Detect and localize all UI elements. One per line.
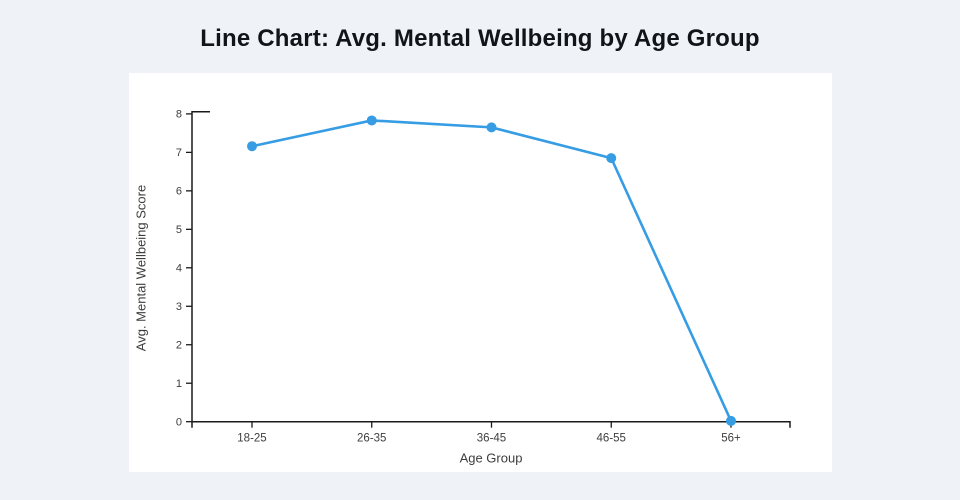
- y-tick-label: 2: [176, 340, 182, 352]
- x-axis-title: Age Group: [459, 450, 523, 466]
- y-tick-label: 6: [176, 186, 182, 198]
- line-chart: 0 1 2 3 4 5 6 7 8 18-25 26-35 36-45 46-55 56+: [176, 109, 791, 445]
- x-tick-label: 46-55: [597, 433, 626, 445]
- x-tick-label: 18-25: [237, 433, 266, 445]
- data-line: [250, 119, 733, 423]
- y-tick-label: 4: [176, 263, 182, 275]
- data-point: [606, 153, 617, 164]
- y-tick-label: 7: [176, 147, 182, 159]
- x-tick-label: 26-35: [357, 433, 386, 445]
- y-tick-label: 8: [176, 109, 182, 121]
- data-point: [366, 115, 377, 126]
- data-point: [726, 415, 736, 426]
- y-tick-label: 0: [176, 417, 182, 429]
- y-axis-line: [191, 110, 210, 422]
- data-point: [247, 141, 257, 152]
- x-tick-label: 56+: [721, 433, 741, 445]
- y-tick-label: 5: [176, 224, 182, 236]
- chart-panel: 0 1 2 3 4 5 6 7 8 18-25 26-35 36-45 46-55 56+ Avg. Me…: [129, 73, 832, 472]
- y-axis-title: Avg. Mental Wellbeing Score: [133, 184, 149, 352]
- y-tick-label: 1: [176, 378, 182, 390]
- data-point: [486, 122, 497, 133]
- page-title: Line Chart: Avg. Mental Wellbeing by Age…: [200, 25, 760, 52]
- y-tick-label: 3: [176, 301, 182, 313]
- x-tick-label: 36-45: [477, 433, 506, 445]
